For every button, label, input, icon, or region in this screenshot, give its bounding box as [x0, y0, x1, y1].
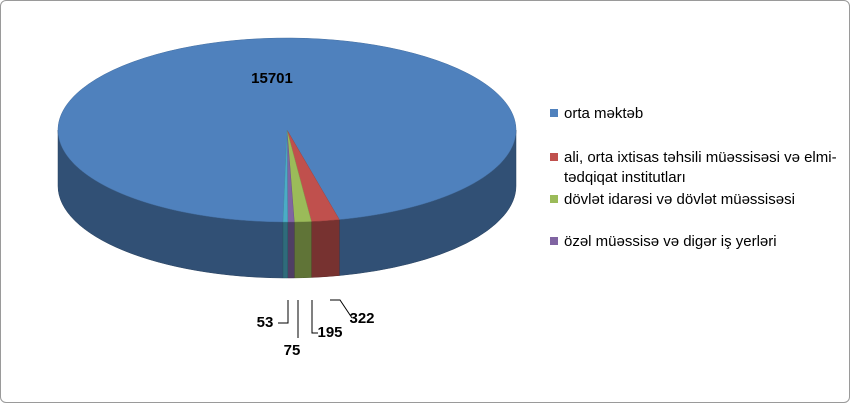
data-label: 75 [284, 342, 301, 359]
legend-swatch [550, 237, 558, 245]
legend-item: orta məktəb [550, 104, 840, 124]
legend-item: dövlət idarəsi və dövlət müəssisəsi [550, 190, 840, 210]
pie-side [287, 221, 295, 279]
legend-swatch [550, 109, 558, 117]
data-label: 195 [317, 324, 342, 341]
legend-label: özəl müəssisə və digər iş yerləri [564, 233, 777, 250]
leader-line [311, 300, 318, 334]
data-label: 53 [257, 314, 274, 331]
pie-slice [282, 129, 288, 223]
legend-item: ali, orta ixtisas təhsili müəssisəsi və … [550, 148, 840, 188]
legend-label: dövlət idarəsi və dövlət müəssisəsi [564, 191, 795, 208]
pie-side [282, 221, 288, 279]
leader-line [278, 300, 289, 324]
leader-line [330, 299, 353, 319]
legend-item: özəl müəssisə və digər iş yerləri [550, 232, 840, 252]
pie-side [311, 219, 340, 278]
legend-label: ali, orta ixtisas təhsili müəssisəsi və … [564, 149, 837, 186]
data-label: 322 [349, 310, 374, 327]
legend-swatch [550, 153, 558, 161]
data-label: 15701 [251, 70, 293, 87]
pie-side [294, 221, 312, 279]
legend-swatch [550, 195, 558, 203]
legend-label: orta məktəb [564, 105, 644, 122]
